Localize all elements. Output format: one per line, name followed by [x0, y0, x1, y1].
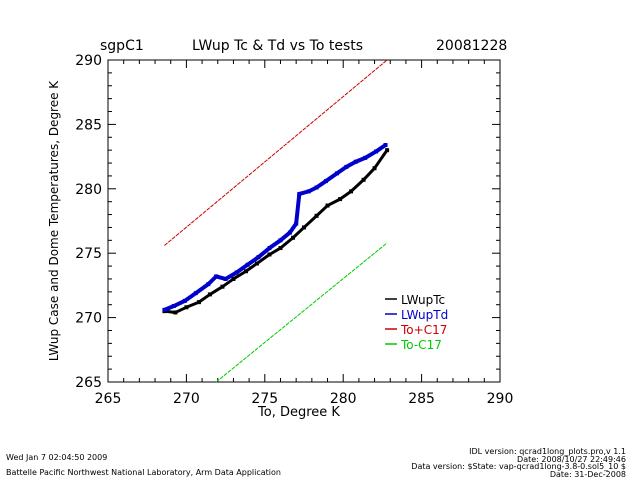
data-point — [385, 148, 390, 153]
data-point — [267, 246, 272, 251]
data-point — [231, 276, 236, 281]
x-tick-label: 275 — [251, 391, 278, 407]
data-point — [245, 262, 250, 267]
data-point — [267, 252, 272, 257]
data-point — [291, 235, 296, 240]
y-axis-label: LWup Case and Dome Temperatures, Degree … — [47, 80, 61, 361]
data-point — [363, 155, 368, 160]
version-info: IDL version: qcrad1long_plots.pro,v 1.1 … — [411, 448, 626, 478]
axis-ticks: 265 270 275 280 285 290 265 270 275 280 285 290 — [75, 53, 513, 407]
data-point — [302, 225, 306, 230]
x-axis-label: To, Degree K — [257, 405, 340, 420]
data-point — [193, 291, 198, 296]
x-tick-label: 285 — [408, 391, 435, 407]
data-point — [383, 143, 388, 148]
plot-frame — [107, 59, 501, 383]
data-point — [278, 238, 283, 243]
run-time: Wed Jan 7 02:04:50 2009 — [6, 453, 108, 462]
data-point — [306, 189, 311, 194]
data-point — [323, 179, 328, 184]
data-point — [184, 305, 189, 310]
idl-version: IDL version: qcrad1long_plots.pro,v 1.1 — [469, 447, 626, 456]
data-point — [325, 203, 330, 208]
data-point — [234, 270, 239, 275]
data-point — [278, 246, 283, 251]
x-tick-label: 290 — [487, 391, 514, 407]
series-to-c17 — [215, 242, 388, 383]
series-lwuptd — [162, 143, 388, 312]
data-point — [353, 159, 358, 164]
data-point — [206, 282, 211, 287]
y-tick-label: 265 — [75, 375, 102, 391]
site-label: sgpC1 — [100, 38, 144, 54]
chart-title: LWup Tc & Td vs To tests — [192, 38, 364, 54]
x-tick-label: 265 — [95, 391, 122, 407]
data-point — [294, 221, 299, 226]
data-point — [223, 276, 228, 281]
series-lwuptc — [162, 148, 390, 315]
y-tick-label: 275 — [75, 246, 102, 262]
data-point — [297, 191, 302, 196]
data-version: Data version: $State: vap-qcrad1long-3.8… — [411, 462, 626, 471]
data-point — [361, 177, 366, 182]
series-line — [163, 143, 387, 312]
data-point — [338, 197, 343, 202]
series-line — [164, 149, 389, 314]
data-point — [243, 269, 248, 274]
data-point — [182, 298, 187, 303]
idl-date: Date: 2008/10/27 22:49:46 — [517, 454, 626, 464]
data-point — [314, 213, 319, 218]
data-point — [372, 166, 377, 171]
legend-entry: To+C17 — [400, 323, 447, 337]
data-point — [374, 149, 379, 154]
data-point — [349, 189, 354, 194]
series-to-c17 — [164, 59, 388, 246]
x-tick-label: 270 — [173, 391, 200, 407]
y-tick-label: 290 — [75, 53, 102, 69]
series-line — [164, 59, 388, 246]
data-point — [220, 284, 225, 289]
institution-label: Battelle Pacific Northwest National Labo… — [6, 468, 281, 477]
data-point — [287, 230, 292, 235]
data-point — [214, 274, 219, 279]
series-layer — [162, 59, 390, 383]
legend-entry: To-C17 — [400, 338, 442, 352]
data-point — [171, 304, 176, 309]
legend-entry: LWupTd — [401, 308, 448, 322]
data-point — [314, 185, 319, 190]
x-tick-label: 280 — [330, 391, 357, 407]
data-point — [256, 255, 261, 260]
data-point — [173, 310, 178, 315]
y-tick-label: 280 — [75, 182, 102, 198]
data-point — [196, 300, 201, 305]
legend-entry: LWupTc — [401, 293, 445, 307]
data-point — [162, 307, 167, 312]
data-point — [254, 261, 259, 266]
date-label: 20081228 — [436, 38, 508, 54]
data-point — [344, 164, 349, 169]
data-date: Date: 31-Dec-2008 — [549, 469, 626, 479]
data-point — [334, 171, 339, 176]
series-line — [215, 242, 388, 383]
data-point — [207, 292, 212, 297]
plot-border — [107, 59, 501, 383]
y-tick-label: 285 — [75, 117, 102, 133]
y-tick-label: 270 — [75, 311, 102, 327]
